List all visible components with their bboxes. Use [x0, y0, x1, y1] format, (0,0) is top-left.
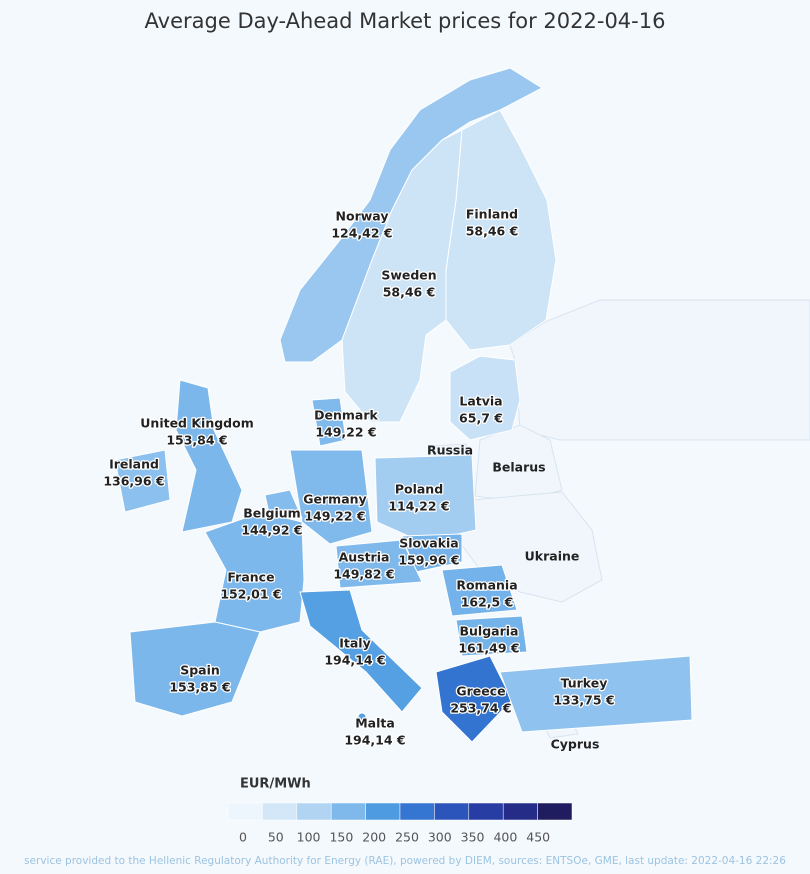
legend-tick-label: 200 — [362, 830, 386, 845]
country-price: 58,46 € — [383, 285, 436, 300]
region-label: Ukraine — [525, 549, 580, 564]
country-name: Bulgaria — [460, 624, 519, 639]
footer: service provided to the Hellenic Regulat… — [24, 855, 786, 867]
legend-tick-label: 150 — [329, 830, 353, 845]
country-price: 133,75 € — [553, 693, 614, 708]
region-label: Belarus — [492, 460, 545, 475]
legend-swatch — [537, 802, 573, 821]
country-price: 162,5 € — [461, 595, 514, 610]
country-name: Latvia — [459, 394, 502, 409]
country-name: Romania — [456, 578, 517, 593]
legend: 0 50 100 150 200 250 300 350 400 450 — [227, 802, 573, 845]
country-price: 253,74 € — [450, 701, 511, 716]
country-price: 153,85 € — [169, 680, 230, 695]
legend-swatch — [365, 802, 401, 821]
country-name: Germany — [303, 492, 366, 507]
country-price: 161,49 € — [458, 641, 519, 656]
country-price: 149,22 € — [304, 509, 365, 524]
country-name: Denmark — [314, 408, 378, 423]
legend-tick-label: 350 — [461, 830, 485, 845]
labels: Norway 124,42 € Finland 58,46 € Sweden 58,46 … — [102, 205, 616, 749]
country-price: 136,96 € — [103, 474, 164, 489]
country-shape — [449, 355, 521, 441]
country-name: Norway — [336, 209, 389, 224]
country-shape — [289, 449, 373, 545]
country-price: 149,22 € — [315, 425, 376, 440]
legend-swatch — [296, 802, 332, 821]
country-price: 153,84 € — [166, 433, 227, 448]
country-name: Austria — [339, 550, 390, 565]
country-name: Belgium — [243, 506, 300, 521]
legend-tick-label: 50 — [268, 830, 284, 845]
legend-tick-label: 250 — [395, 830, 419, 845]
country-price: 144,92 € — [241, 523, 302, 538]
country-shape — [114, 449, 171, 513]
country-shape — [455, 615, 528, 657]
country-shape — [341, 129, 463, 423]
country-name: Spain — [180, 663, 220, 678]
country-name: France — [227, 570, 274, 585]
legend-swatch — [227, 802, 263, 821]
country-price: 58,46 € — [466, 224, 519, 239]
country-price: 159,96 € — [398, 553, 459, 568]
country-price: 194,14 € — [344, 733, 405, 748]
country-name: Malta — [355, 716, 395, 731]
country-name: United Kingdom — [140, 416, 253, 431]
legend-tick-label: 100 — [297, 830, 321, 845]
legend-tick-label: 400 — [493, 830, 517, 845]
country-name: Italy — [339, 636, 371, 651]
country-shape — [204, 511, 305, 633]
legend-swatch — [434, 802, 470, 821]
legend-swatch — [468, 802, 504, 821]
region-label: Cyprus — [551, 737, 600, 752]
legend-swatch — [262, 802, 298, 821]
legend-swatch — [399, 802, 435, 821]
country-price: 114,22 € — [388, 499, 449, 514]
country-shape — [357, 712, 367, 722]
legend-swatch — [330, 802, 366, 821]
country-shape — [311, 397, 347, 447]
legend-title: EUR/MWh — [240, 777, 311, 792]
country-price: 152,01 € — [220, 587, 281, 602]
country-shape — [335, 539, 423, 589]
country-name: Ireland — [109, 457, 159, 472]
countries — [114, 67, 693, 743]
region-shape — [474, 424, 563, 503]
legend-swatch — [502, 802, 538, 821]
country-shape — [499, 655, 693, 733]
country-shape — [175, 379, 243, 533]
country-name: Finland — [466, 207, 518, 222]
country-price: 124,42 € — [331, 226, 392, 241]
map-title: Average Day-Ahead Market prices for 2022… — [145, 9, 666, 33]
legend-tick-label: 450 — [526, 830, 550, 845]
legend-tick-label: 300 — [428, 830, 452, 845]
country-shape — [264, 489, 303, 519]
legend-tick-label: 0 — [239, 830, 247, 845]
country-shape — [129, 621, 261, 717]
country-shape — [435, 655, 513, 743]
country-name: Turkey — [561, 676, 608, 691]
country-name: Poland — [395, 482, 443, 497]
country-name: Greece — [456, 684, 505, 699]
country-shape — [299, 589, 423, 713]
country-price: 65,7 € — [459, 411, 503, 426]
country-price: 149,82 € — [333, 567, 394, 582]
region-label: Russia — [427, 443, 473, 458]
country-name: Slovakia — [399, 536, 459, 551]
country-name: Sweden — [381, 268, 436, 283]
country-price: 194,14 € — [324, 653, 385, 668]
region-shape — [509, 299, 810, 441]
country-shape — [441, 564, 518, 617]
